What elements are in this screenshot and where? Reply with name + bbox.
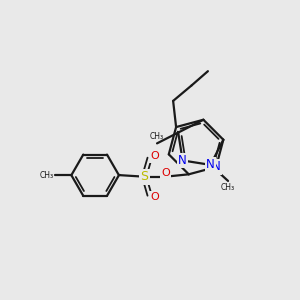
Text: N: N (212, 160, 220, 173)
Text: O: O (151, 192, 159, 202)
Text: CH₃: CH₃ (221, 183, 235, 192)
Text: S: S (140, 170, 148, 183)
Text: N: N (178, 154, 187, 167)
Text: N: N (206, 158, 215, 171)
Text: CH₃: CH₃ (39, 171, 53, 180)
Text: O: O (151, 152, 159, 161)
Text: O: O (161, 167, 170, 178)
Text: CH₃: CH₃ (150, 132, 164, 141)
